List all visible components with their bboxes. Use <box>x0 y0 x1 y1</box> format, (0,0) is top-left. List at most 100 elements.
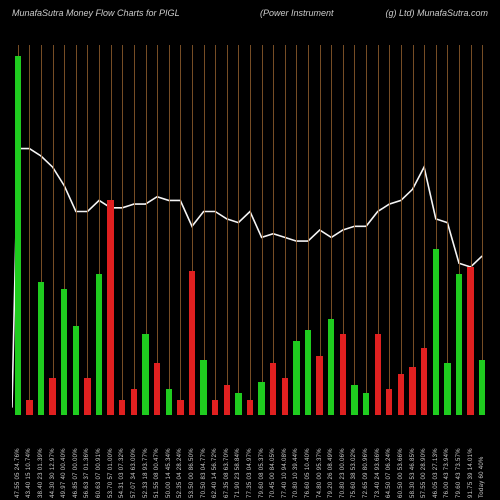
volume-bar <box>166 389 172 415</box>
volume-bar <box>119 400 125 415</box>
x-axis-label: 70.45 00 84.05% <box>270 448 276 498</box>
volume-bar <box>305 330 311 415</box>
x-axis-label: 79.60 08 05.37% <box>259 448 265 498</box>
grid-line <box>215 45 216 415</box>
volume-bar <box>467 267 473 415</box>
volume-bar <box>421 348 427 415</box>
x-axis-labels: 47.55 05 24.76% 43.40 15 10.74% 38.40 23 0… <box>12 418 488 498</box>
grid-line <box>413 45 414 415</box>
x-axis-label: 77.40 10 94.08% <box>282 448 288 498</box>
grid-line <box>262 45 263 415</box>
grid-line <box>169 45 170 415</box>
x-axis-label: 57.07 34 63.00% <box>131 448 137 498</box>
x-axis-label: 64.50 07 06.24% <box>386 448 392 498</box>
volume-bar <box>154 363 160 415</box>
grid-line <box>447 45 448 415</box>
x-axis-label: 77.35 03 04.97% <box>247 448 253 498</box>
x-axis-label: 74.80 00 95.37% <box>317 448 323 498</box>
volume-bar <box>386 389 392 415</box>
x-axis-label: 52.35 04 28.24% <box>177 448 183 498</box>
volume-bar <box>409 367 415 415</box>
volume-bar <box>107 200 113 415</box>
x-axis-label: 47.55 05 24.76% <box>15 448 21 498</box>
volume-bar <box>479 360 485 416</box>
volume-bar <box>398 374 404 415</box>
x-axis-label: 76.60 05 10.40% <box>305 448 311 498</box>
x-axis-label: 49.97 40 00.40% <box>61 448 67 498</box>
x-axis-label: 60.63 07 00.91% <box>96 448 102 498</box>
volume-bar <box>328 319 334 415</box>
x-axis-label: 71.90 23 58.84% <box>235 448 241 498</box>
volume-bar <box>433 249 439 416</box>
x-axis-label: 38.40 23 01.39% <box>38 448 44 498</box>
grid-line <box>389 45 390 415</box>
volume-bar <box>212 400 218 415</box>
volume-bar <box>200 360 206 416</box>
volume-bar <box>49 378 55 415</box>
volume-bar <box>258 382 264 415</box>
volume-bar <box>142 334 148 415</box>
volume-bar <box>293 341 299 415</box>
volume-bar <box>247 400 253 415</box>
x-axis-label: 76.00 43 73.94% <box>444 448 450 498</box>
volume-bar <box>189 271 195 415</box>
grid-line <box>285 45 286 415</box>
x-axis-label: 51.55 08 00.47% <box>154 448 160 498</box>
x-axis-label: 57.55 00 28.90% <box>421 448 427 498</box>
grid-line <box>227 45 228 415</box>
volume-bar <box>456 274 462 415</box>
volume-bar <box>282 378 288 415</box>
grid-line <box>354 45 355 415</box>
x-axis-label: 50.00 14 45.34% <box>166 448 172 498</box>
grid-line <box>401 45 402 415</box>
x-axis-label: 70.80 10 39.44% <box>293 448 299 498</box>
volume-bar <box>363 393 369 415</box>
chart-plot-area <box>12 45 488 415</box>
volume-bar <box>375 334 381 415</box>
grid-line <box>180 45 181 415</box>
volume-bar <box>351 385 357 415</box>
x-axis-label: 56.63 37 01.36% <box>84 448 90 498</box>
chart-container: MunafaSutra Money Flow Charts for PIGL (… <box>0 0 500 500</box>
volume-bar <box>38 282 44 415</box>
volume-bar <box>177 400 183 415</box>
volume-bar <box>340 334 346 415</box>
volume-bar <box>96 274 102 415</box>
grid-line <box>134 45 135 415</box>
volume-bar <box>235 393 241 415</box>
volume-bar <box>270 363 276 415</box>
grid-line <box>87 45 88 415</box>
volume-bar <box>316 356 322 415</box>
grid-line <box>250 45 251 415</box>
x-axis-label: 79.60 43 73.57% <box>456 448 462 498</box>
x-axis-label: 70.80 23 00.06% <box>340 448 346 498</box>
x-axis-label: 70.50 83 04.77% <box>201 448 207 498</box>
x-axis-label: 79.20 26 08.49% <box>328 448 334 498</box>
x-axis-label: Today 60 40% <box>479 456 485 498</box>
x-axis-label: 52.33 18 93.77% <box>143 448 149 498</box>
x-axis-label: 72.65 09 80.96% <box>363 448 369 498</box>
title-left: MunafaSutra Money Flow Charts for PIGL <box>12 8 180 18</box>
x-axis-label: 54.31 03 07.32% <box>119 448 125 498</box>
x-axis-label: 46.05 03 27.13% <box>433 448 439 498</box>
x-axis-label: 44.30 30 12.97% <box>50 448 56 498</box>
grid-line <box>122 45 123 415</box>
x-axis-label: 43.40 15 10.74% <box>26 448 32 498</box>
grid-line <box>29 45 30 415</box>
x-axis-label: 62.40 14 56.72% <box>212 448 218 498</box>
volume-bar <box>61 289 67 415</box>
volume-bar <box>84 378 90 415</box>
volume-bar <box>26 400 32 415</box>
grid-line <box>157 45 158 415</box>
grid-line <box>366 45 367 415</box>
volume-bar <box>15 56 21 415</box>
volume-bar <box>444 363 450 415</box>
title-mid: (Power Instrument <box>260 8 334 18</box>
grid-line <box>273 45 274 415</box>
grid-line <box>53 45 54 415</box>
x-axis-label: 73.40 24 93.66% <box>375 448 381 498</box>
volume-bar <box>131 389 137 415</box>
grid-line <box>238 45 239 415</box>
x-axis-label: 53.50 00 86.50% <box>189 448 195 498</box>
title-right: (g) Ltd) MunafaSutra.com <box>385 8 488 18</box>
